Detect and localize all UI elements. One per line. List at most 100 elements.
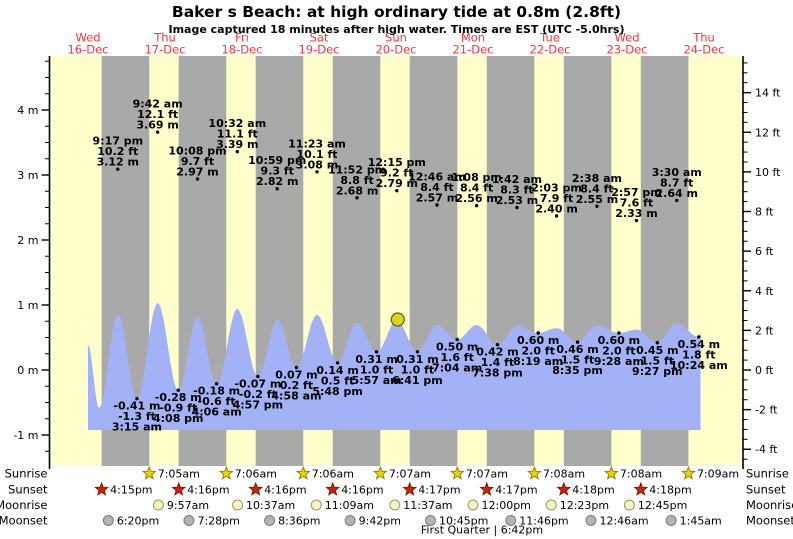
high-tide-label-line: 2:57 pm xyxy=(611,186,662,199)
day-date: 23-Dec xyxy=(606,43,647,57)
sunrise-row: Sunrise Sunrise 7:05am 7:06am 7:06am 7:07am 7:… xyxy=(5,465,789,481)
low-tide-label-line: 0.42 m xyxy=(476,346,518,359)
high-tide-annotation: 2:03 pm7.9 ft2.40 m xyxy=(531,182,582,218)
tide-dot xyxy=(355,196,359,200)
astro-time-label: 4:16pm xyxy=(264,484,306,497)
moonset-row: Moonset Moonset 6:20pm 7:28pm 8:36pm 9:42pm 10… xyxy=(0,514,793,528)
moonset-icon xyxy=(585,515,597,526)
high-tide-annotation: 12:15 pm9.2 ft2.79 m xyxy=(368,156,426,193)
high-tide-label-line: 3.69 m xyxy=(136,119,178,132)
right-axis-tick-label: 8 ft xyxy=(755,206,774,219)
low-tide-label-line: 9:28 am xyxy=(594,355,644,368)
sunrise-icon xyxy=(526,465,542,480)
tide-dot xyxy=(214,382,219,386)
low-tide-annotation: 0.60 m2.0 ft9:28 am xyxy=(594,331,644,368)
astro-time-label: 4:18pm xyxy=(649,484,691,497)
sunset-icon xyxy=(248,481,264,496)
astro-time-label: 4:17pm xyxy=(418,484,460,497)
low-tide-label-line: 0.60 m xyxy=(598,334,640,347)
right-axis-tick-label: -2 ft xyxy=(755,404,778,417)
low-tide-label-line: 1.4 ft xyxy=(481,356,514,369)
left-axis-tick-label: 3 m xyxy=(17,169,38,182)
astro-time-label: 8:36pm xyxy=(278,515,320,528)
sunset-icon xyxy=(94,481,110,496)
moonrise-icon xyxy=(232,499,244,511)
astro-time-label: 12:45pm xyxy=(638,499,687,512)
high-tide-label-line: 8.4 ft xyxy=(580,182,613,195)
tide-dot xyxy=(697,335,701,339)
moonrise-icon xyxy=(310,499,322,511)
high-tide-label-line: 2:38 am xyxy=(572,172,622,185)
high-tide-label-line: 9.7 ft xyxy=(181,155,214,168)
tide-dot xyxy=(515,205,519,210)
day-name: Fri xyxy=(235,31,249,45)
left-axis-tick-label: 0 m xyxy=(17,364,38,377)
day-name: Wed xyxy=(75,31,100,45)
tide-dot xyxy=(155,130,160,134)
astro-time-label: 7:28pm xyxy=(197,515,239,528)
day-date: 20-Dec xyxy=(375,43,416,57)
right-axis-tick-label: 4 ft xyxy=(755,285,774,298)
tide-dot xyxy=(435,203,439,207)
tide-dot xyxy=(176,388,180,392)
right-axis-tick-label: 10 ft xyxy=(755,166,781,179)
low-tide-label-line: 7:04 am xyxy=(432,362,482,375)
astro-time-label: 7:07am xyxy=(389,468,431,481)
sunset-icon xyxy=(171,481,187,496)
high-tide-label-line: 10.2 ft xyxy=(97,145,138,158)
astro-row-label-right: Sunset xyxy=(746,483,786,497)
sunset-icon xyxy=(556,481,572,496)
sunset-icon xyxy=(479,481,495,496)
moonset-icon xyxy=(665,515,677,526)
moonset-icon xyxy=(264,515,276,526)
astro-time-label: 7:06am xyxy=(235,468,277,481)
tide-dot xyxy=(554,214,559,218)
low-tide-label-line: 4:06 am xyxy=(192,406,242,419)
right-axis-tick-label: 6 ft xyxy=(755,245,774,258)
low-tide-label-line: 2.0 ft xyxy=(521,345,554,358)
astro-row-label-left: Moonset xyxy=(0,514,48,528)
low-tide-label-line: 0.5 ft xyxy=(321,374,354,387)
astro-time-label: 12:23pm xyxy=(560,499,609,512)
low-tide-label-line: 0.31 m xyxy=(396,353,438,366)
day-date: 17-Dec xyxy=(144,43,185,57)
tide-dot xyxy=(315,170,319,174)
tide-dot xyxy=(275,187,279,191)
day-name: Tue xyxy=(539,31,560,45)
high-tide-label-line: 7.6 ft xyxy=(620,197,653,210)
high-tide-label-line: 11:52 pm xyxy=(328,163,386,176)
astro-time-label: 12:46am xyxy=(599,515,648,528)
low-tide-label-line: 0.60 m xyxy=(517,334,559,347)
day-date: 21-Dec xyxy=(452,43,493,57)
high-tide-label-line: 10.1 ft xyxy=(297,148,338,161)
high-tide-annotation: 1:08 pm8.4 ft2.56 m xyxy=(451,171,502,208)
day-date: 22-Dec xyxy=(529,43,570,57)
low-tide-label-line: 8:19 am xyxy=(513,355,563,368)
day-date: 18-Dec xyxy=(221,43,262,57)
moonset-icon xyxy=(424,515,436,526)
tide-dot xyxy=(235,149,239,154)
low-tide-label-line: -0.28 m xyxy=(155,391,202,404)
low-tide-label-line: 9:27 pm xyxy=(632,365,683,378)
high-tide-label-line: 8.3 ft xyxy=(500,184,533,197)
astro-time-label: 7:09am xyxy=(697,468,739,481)
low-tide-annotation: 0.14 m0.5 ft5:48 pm xyxy=(312,361,363,398)
astro-time-label: 12:00pm xyxy=(482,499,531,512)
astro-time-label: 4:17pm xyxy=(495,484,537,497)
astro-time-label: 11:09am xyxy=(325,499,374,512)
tide-dot xyxy=(374,350,379,354)
tide-dot xyxy=(634,218,639,223)
astro-time-label: 9:42pm xyxy=(359,515,401,528)
sunrise-icon xyxy=(141,465,157,480)
astro-time-label: 6:20pm xyxy=(117,515,159,528)
high-tide-label-line: 2.82 m xyxy=(256,175,298,188)
day-date: 24-Dec xyxy=(683,43,724,57)
page-subtitle: Image captured 18 minutes after high wat… xyxy=(168,23,625,36)
high-tide-label-line: 7.9 ft xyxy=(540,192,573,205)
tide-curve xyxy=(88,303,701,430)
